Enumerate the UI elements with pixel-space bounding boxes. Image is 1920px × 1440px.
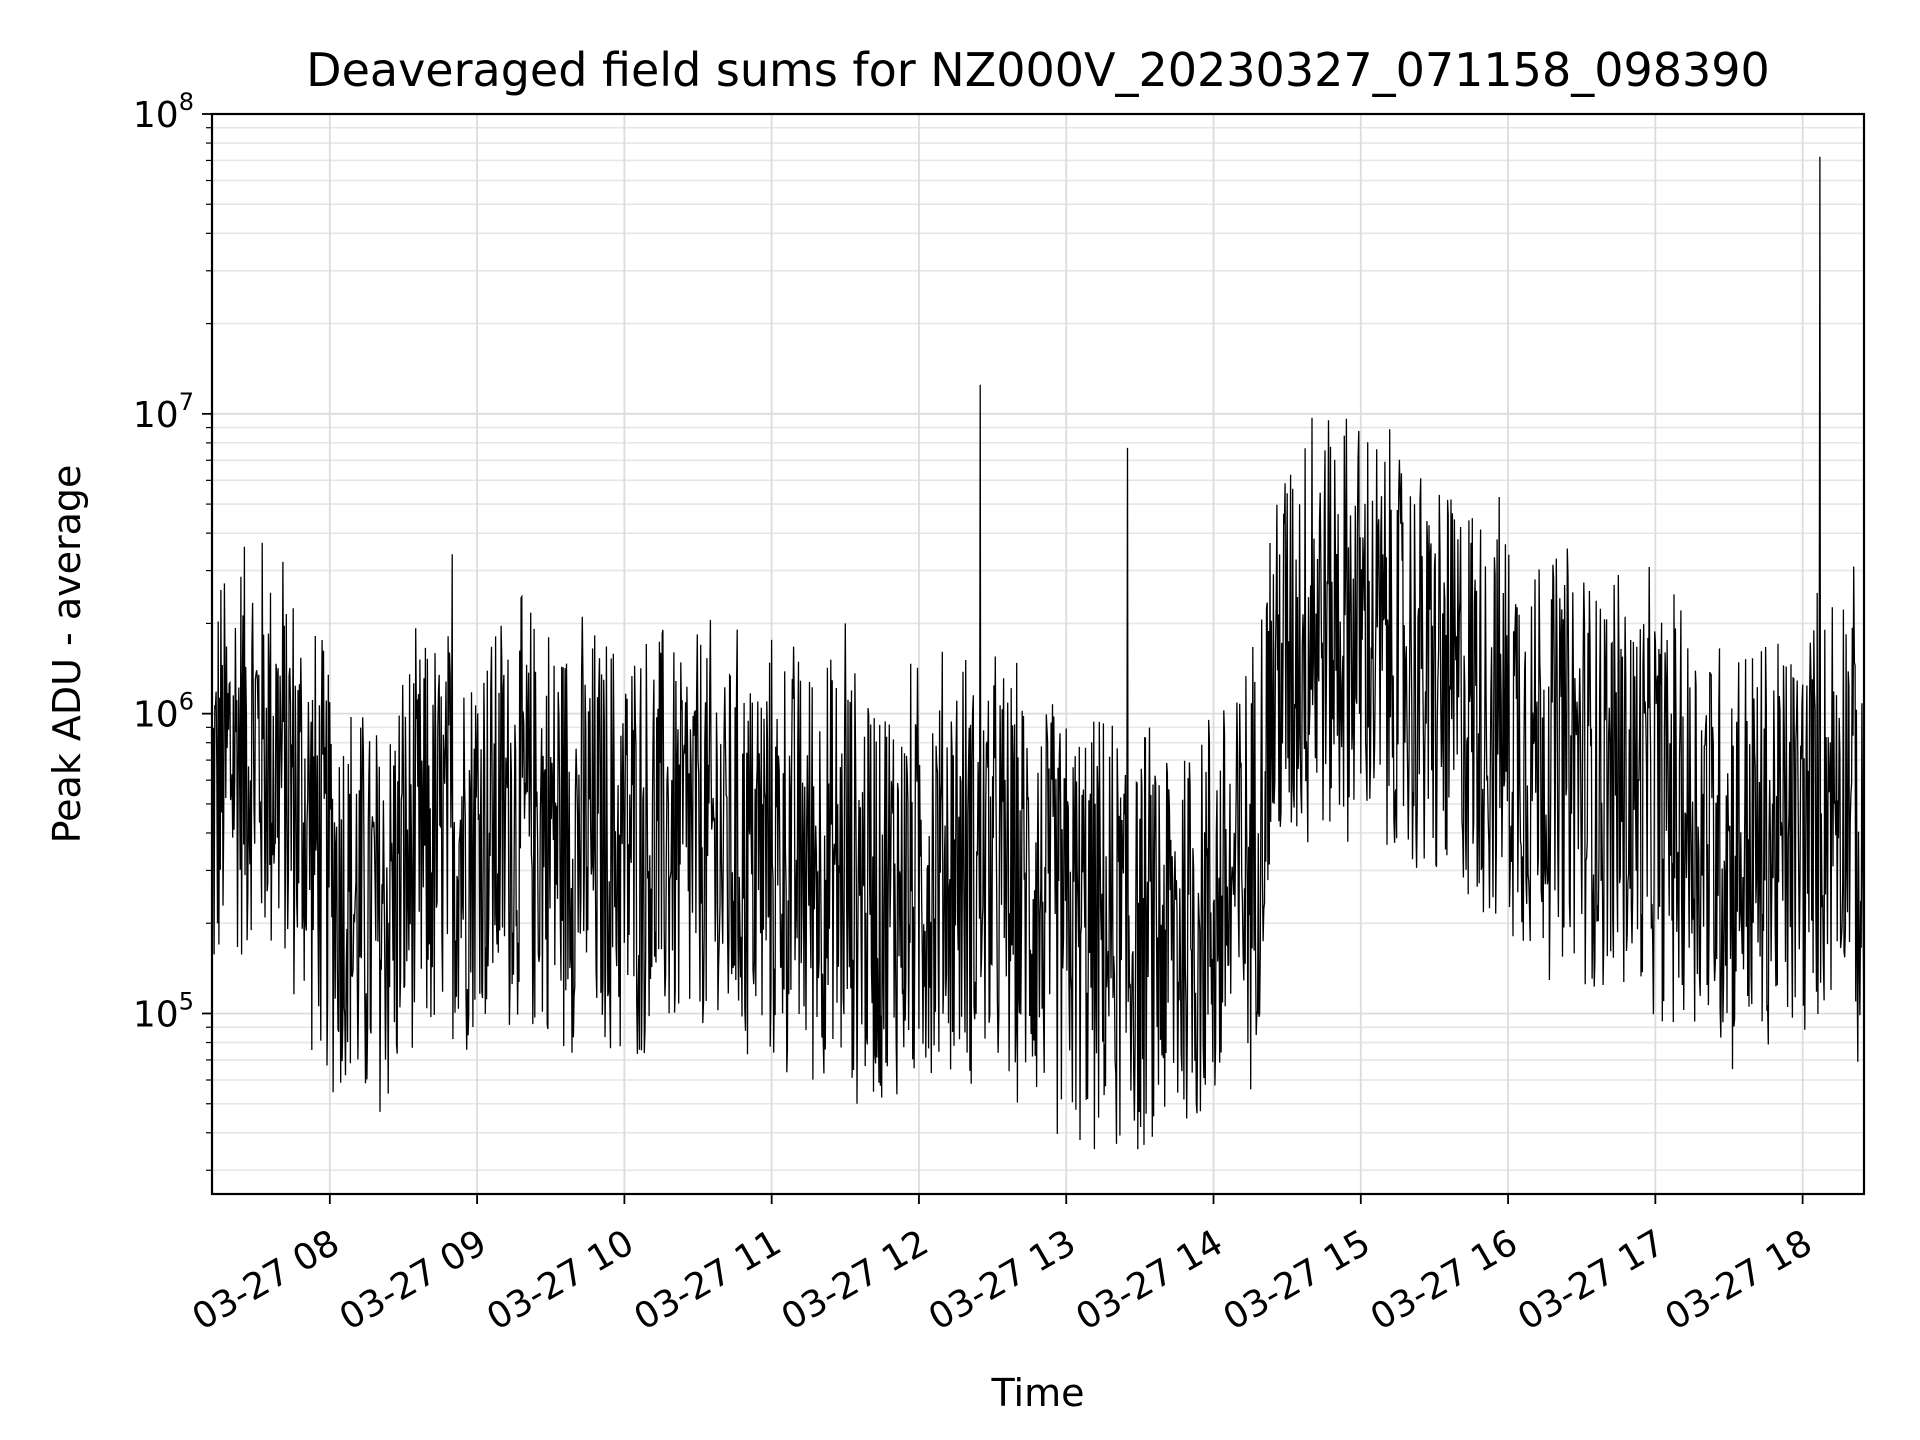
grid	[212, 113, 1864, 1194]
x-tick-label: 03-27 13	[922, 1222, 1083, 1338]
x-tick-label: 03-27 16	[1364, 1222, 1525, 1338]
plot-frame	[210, 112, 1866, 1196]
chart-title: Deaveraged field sums for NZ000V_2023032…	[306, 43, 1770, 97]
data-series	[211, 156, 1865, 1150]
y-tick-exp: 7	[179, 388, 194, 416]
x-tick-label: 03-27 18	[1658, 1222, 1819, 1338]
y-tick-label: 105	[133, 987, 194, 1035]
y-tick-exp: 5	[179, 987, 194, 1015]
y-tick-base: 10	[133, 95, 179, 136]
x-tick-label: 03-27 15	[1217, 1222, 1378, 1338]
x-tick-label: 03-27 17	[1511, 1222, 1672, 1338]
y-tick-base: 10	[133, 395, 179, 436]
x-tick-label: 03-27 08	[186, 1222, 347, 1338]
x-axis-label: Time	[991, 1371, 1085, 1415]
y-tick-base: 10	[133, 695, 179, 736]
y-tick-label: 106	[133, 688, 194, 736]
y-tick-label: 107	[133, 388, 194, 436]
y-tick-exp: 8	[179, 88, 194, 116]
x-tick-label: 03-27 10	[480, 1222, 641, 1338]
x-tick-label: 03-27 12	[775, 1222, 936, 1338]
series-line	[211, 156, 1865, 1150]
y-tick-exp: 6	[179, 688, 194, 716]
y-tick-label: 108	[133, 88, 194, 136]
x-tick-label: 03-27 14	[1069, 1222, 1230, 1338]
y-tick-base: 10	[133, 994, 179, 1035]
y-axis-label: Peak ADU - average	[45, 465, 89, 844]
x-tick-label: 03-27 09	[333, 1222, 494, 1338]
x-tick-label: 03-27 11	[627, 1222, 788, 1338]
